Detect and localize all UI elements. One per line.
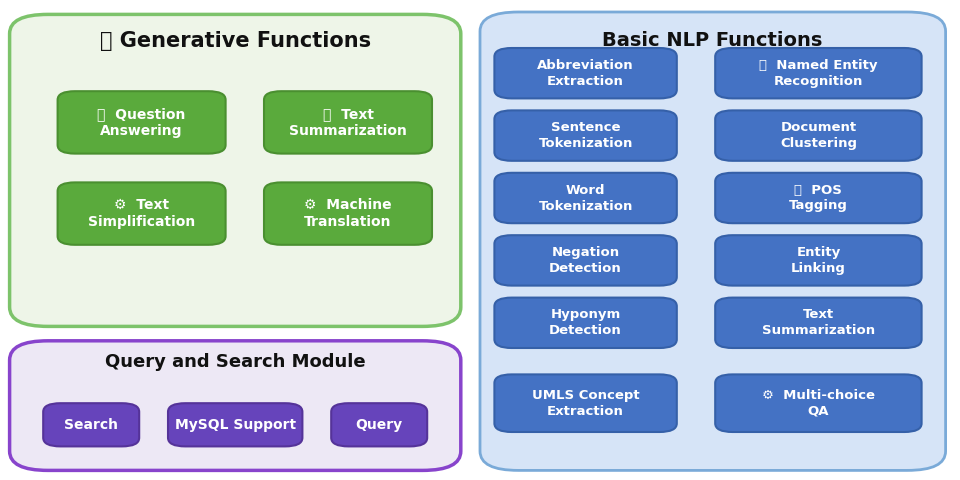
FancyBboxPatch shape [494,235,677,286]
Text: Search: Search [64,418,118,432]
FancyBboxPatch shape [480,12,946,470]
FancyBboxPatch shape [715,48,922,98]
Text: Hyponym
Detection: Hyponym Detection [549,308,622,337]
Text: Abbreviation
Extraction: Abbreviation Extraction [538,59,634,88]
FancyBboxPatch shape [715,173,922,223]
FancyBboxPatch shape [715,374,922,432]
FancyBboxPatch shape [10,14,461,326]
FancyBboxPatch shape [331,403,427,446]
Text: Query: Query [355,418,403,432]
FancyBboxPatch shape [264,91,432,154]
FancyBboxPatch shape [58,91,226,154]
Text: ✨ Generative Functions: ✨ Generative Functions [100,31,371,51]
FancyBboxPatch shape [494,374,677,432]
Text: Text
Summarization: Text Summarization [762,308,875,337]
FancyBboxPatch shape [58,182,226,245]
Text: ⚙  Multi-choice
QA: ⚙ Multi-choice QA [762,389,875,418]
FancyBboxPatch shape [715,235,922,286]
FancyBboxPatch shape [494,48,677,98]
Text: ⚙  Text
Simplification: ⚙ Text Simplification [88,198,195,229]
Text: ⭐  Named Entity
Recognition: ⭐ Named Entity Recognition [759,59,877,88]
Text: MySQL Support: MySQL Support [175,418,296,432]
FancyBboxPatch shape [494,110,677,161]
FancyBboxPatch shape [715,298,922,348]
FancyBboxPatch shape [264,182,432,245]
FancyBboxPatch shape [715,110,922,161]
Text: Word
Tokenization: Word Tokenization [539,183,633,213]
Text: ⭐  Text
Summarization: ⭐ Text Summarization [289,107,407,138]
Text: Negation
Detection: Negation Detection [549,246,622,275]
Text: UMLS Concept
Extraction: UMLS Concept Extraction [532,389,639,418]
Text: ⭐  POS
Tagging: ⭐ POS Tagging [789,183,848,213]
Text: Sentence
Tokenization: Sentence Tokenization [539,121,633,150]
Text: Entity
Linking: Entity Linking [791,246,846,275]
Text: ⭐  Question
Answering: ⭐ Question Answering [97,107,186,138]
FancyBboxPatch shape [168,403,302,446]
Text: ⚙  Machine
Translation: ⚙ Machine Translation [304,198,392,229]
FancyBboxPatch shape [494,298,677,348]
FancyBboxPatch shape [494,173,677,223]
Text: Query and Search Module: Query and Search Module [105,353,366,372]
FancyBboxPatch shape [10,341,461,470]
FancyBboxPatch shape [43,403,139,446]
Text: Document
Clustering: Document Clustering [780,121,857,150]
Text: Basic NLP Functions: Basic NLP Functions [602,31,823,50]
